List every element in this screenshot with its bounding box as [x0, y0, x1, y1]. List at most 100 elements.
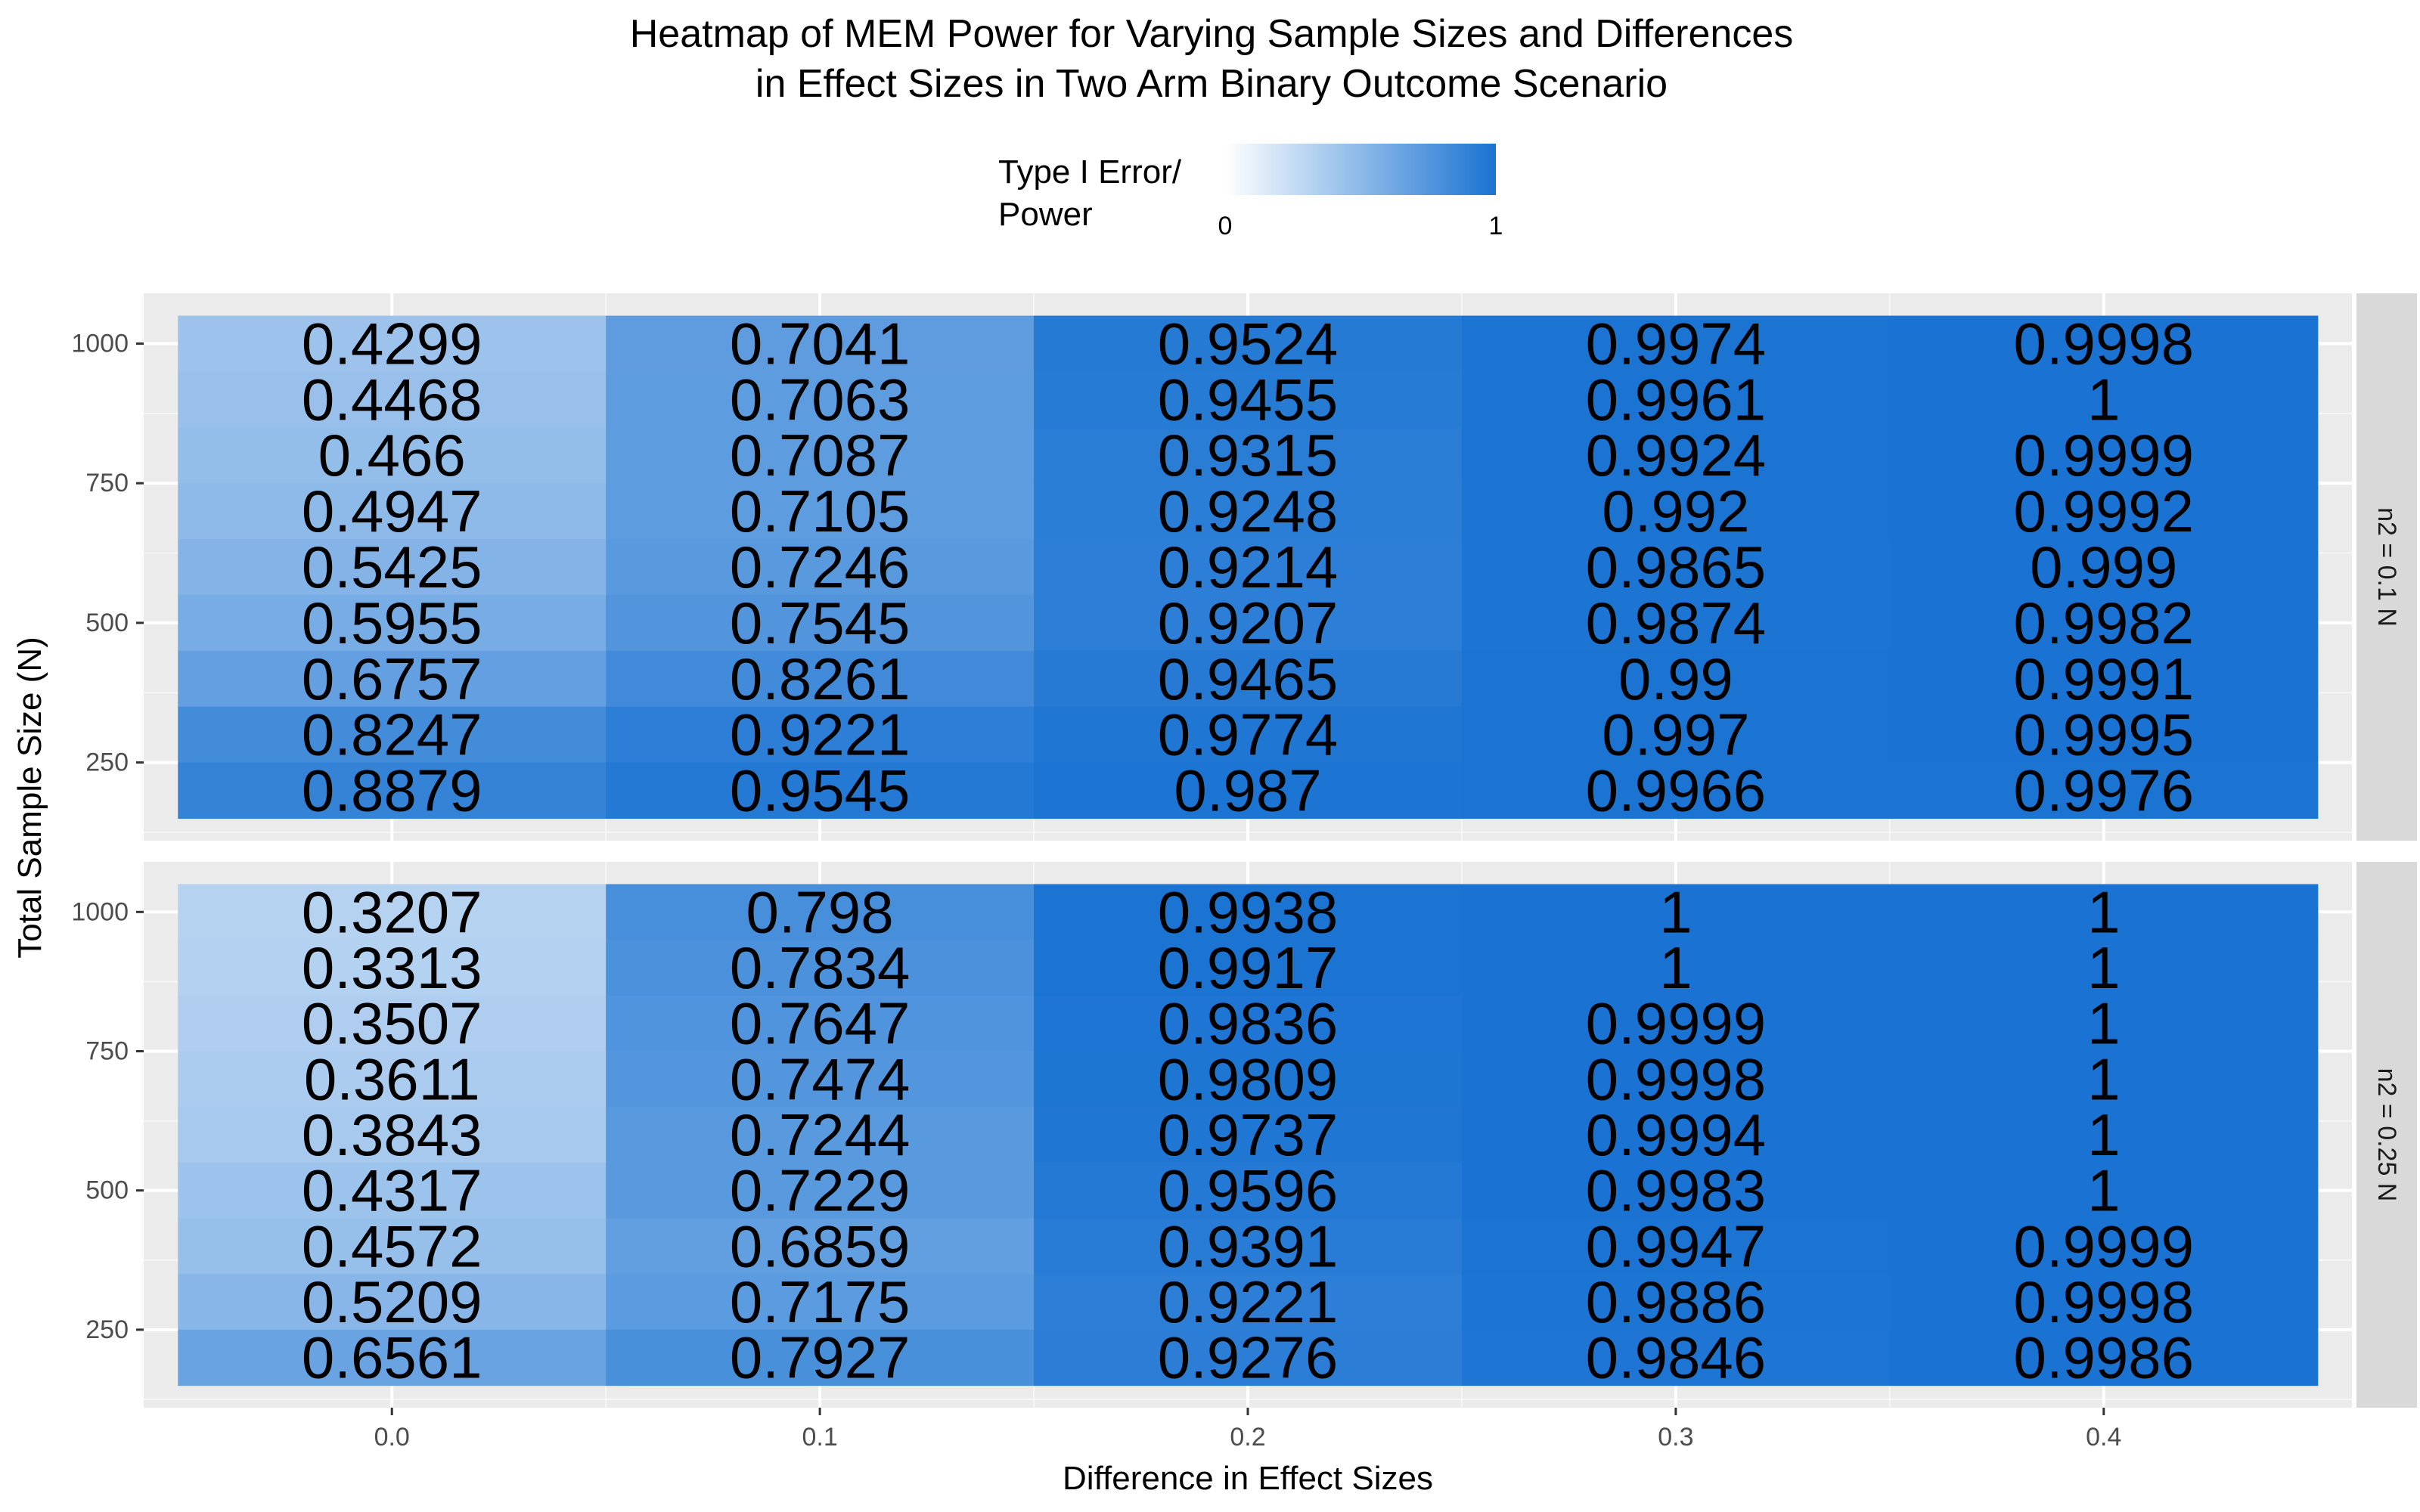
- heatmap-labels: 0.3207 0.798 0.9938 1 10.3313 0.7834 0.9917 1 10…: [302, 878, 2194, 1390]
- cell-value-label: 0.3611: [304, 1046, 480, 1112]
- y-tick-label: 750: [85, 1036, 129, 1065]
- heatmap-cell: [178, 1218, 607, 1275]
- heatmap-cell: [1889, 594, 2319, 652]
- heatmap-cell: [1461, 650, 1891, 708]
- heatmap-cell: [606, 371, 1035, 428]
- cell-value-label: 0.5425: [302, 534, 482, 600]
- cell-value-label: 0.9998: [1586, 1046, 1767, 1112]
- cell-value-label: 0.8879: [302, 758, 482, 824]
- heatmap-cell: [178, 539, 607, 596]
- heatmap-cell: [178, 1051, 607, 1108]
- heatmap-cell: [606, 539, 1035, 596]
- cell-value-label: 0.9999: [1586, 990, 1767, 1057]
- cell-value-label: 0.9455: [1158, 366, 1339, 432]
- cell-value-label: 0.6859: [730, 1213, 911, 1279]
- cell-value-label: 0.7041: [730, 310, 911, 376]
- cell-value-label: 0.9976: [2013, 758, 2194, 824]
- heatmap-cell: [1889, 706, 2319, 764]
- x-axis-title: Difference in Effect Sizes: [1063, 1460, 1433, 1497]
- cell-value-label: 1: [2087, 990, 2120, 1057]
- facet-strip-label: n2 = 0.25 N: [2372, 1068, 2401, 1202]
- cell-value-label: 1: [2087, 934, 2120, 1001]
- y-tick-label: 250: [85, 748, 129, 777]
- heatmap-cell: [1889, 995, 2319, 1052]
- heatmap-cell: [1461, 315, 1891, 373]
- heatmap-cell: [1034, 371, 1463, 428]
- heatmap-cell: [178, 594, 607, 652]
- x-tick-label: 0.3: [1658, 1423, 1693, 1452]
- heatmap-cell: [1034, 706, 1463, 764]
- cell-value-label: 0.7229: [730, 1157, 911, 1224]
- y-tick-label: 250: [85, 1315, 129, 1344]
- heatmap-cell: [1461, 995, 1891, 1052]
- cell-value-label: 0.9947: [1586, 1213, 1767, 1279]
- heatmap-cell: [178, 940, 607, 996]
- y-tick-label: 500: [85, 609, 129, 637]
- cell-value-label: 0.7474: [730, 1046, 911, 1112]
- heatmap-cell: [1034, 1162, 1463, 1219]
- cell-value-label: 0.99: [1618, 646, 1733, 712]
- heatmap-cell: [1889, 884, 2319, 940]
- cell-value-label: 0.9865: [1586, 534, 1767, 600]
- cell-value-label: 0.9992: [2013, 478, 2194, 544]
- heatmap-cell: [1034, 995, 1463, 1052]
- cell-value-label: 0.9938: [1158, 878, 1339, 945]
- heatmap-cell: [1034, 539, 1463, 596]
- cell-value-label: 0.7246: [730, 534, 911, 600]
- y-tick-label: 1000: [71, 329, 129, 358]
- cell-value-label: 0.7927: [730, 1325, 911, 1391]
- legend-max-label: 1: [1489, 212, 1503, 240]
- heatmap-cell: [178, 650, 607, 708]
- legend-min-label: 0: [1218, 212, 1233, 240]
- cell-value-label: 0.3843: [302, 1101, 482, 1168]
- panel-2: 0.3207 0.798 0.9938 1 10.3313 0.7834 0.9917 1 10…: [71, 862, 2417, 1408]
- cell-value-label: 0.9999: [2013, 1213, 2194, 1279]
- cell-value-label: 1: [2087, 1046, 2120, 1112]
- heatmap-cell: [178, 427, 607, 484]
- legend: Type I Error/ Power 0 1: [998, 144, 1503, 240]
- cell-value-label: 0.9983: [1586, 1157, 1767, 1224]
- heatmap-cell: [178, 315, 607, 373]
- heatmap-cell: [606, 1107, 1035, 1163]
- heatmap-cell: [1034, 1329, 1463, 1387]
- heatmap-cell: [1889, 427, 2319, 484]
- heatmap-cell: [1889, 539, 2319, 596]
- legend-title-line-2: Power: [998, 196, 1093, 233]
- heatmap-cell: [1461, 1329, 1891, 1387]
- heatmap-cell: [1034, 1107, 1463, 1163]
- heatmap-cell: [1461, 371, 1891, 428]
- heatmap-cell: [1034, 483, 1463, 540]
- heatmap-cells: [178, 884, 2319, 1387]
- cell-value-label: 1: [1659, 878, 1692, 945]
- heatmap-cell: [1461, 1218, 1891, 1275]
- cell-value-label: 0.9982: [2013, 590, 2194, 656]
- heatmap-cell: [178, 706, 607, 764]
- cell-value-label: 0.5209: [302, 1269, 482, 1335]
- cell-value-label: 1: [2087, 878, 2120, 945]
- cell-value-label: 0.9465: [1158, 646, 1339, 712]
- cell-value-label: 0.4468: [302, 366, 482, 432]
- heatmap-cell: [1034, 650, 1463, 708]
- cell-value-label: 0.997: [1602, 702, 1749, 768]
- panel-1: 0.4299 0.7041 0.9524 0.9974 0.9998 0.4468 0.70…: [71, 293, 2417, 841]
- cell-value-label: 0.9986: [2013, 1325, 2194, 1391]
- heatmap-cell: [1889, 1051, 2319, 1108]
- cell-value-label: 1: [2087, 366, 2120, 432]
- y-tick-label: 750: [85, 469, 129, 497]
- heatmap-cell: [1889, 1162, 2319, 1219]
- heatmap-cell: [178, 762, 607, 820]
- heatmap-cell: [606, 483, 1035, 540]
- heatmap-cell: [1034, 1218, 1463, 1275]
- cell-value-label: 0.9998: [2013, 1269, 2194, 1335]
- heatmap-cell: [178, 1162, 607, 1219]
- cell-value-label: 0.9836: [1158, 990, 1339, 1057]
- cell-value-label: 0.7834: [730, 934, 911, 1001]
- cell-value-label: 0.9214: [1158, 534, 1339, 600]
- cell-value-label: 0.992: [1602, 478, 1749, 544]
- x-tick-label: 0.4: [2086, 1423, 2121, 1452]
- heatmap-cell: [1889, 1274, 2319, 1331]
- cell-value-label: 0.4947: [302, 478, 482, 544]
- cell-value-label: 0.3207: [302, 878, 482, 945]
- legend-colorbar: [1225, 144, 1496, 195]
